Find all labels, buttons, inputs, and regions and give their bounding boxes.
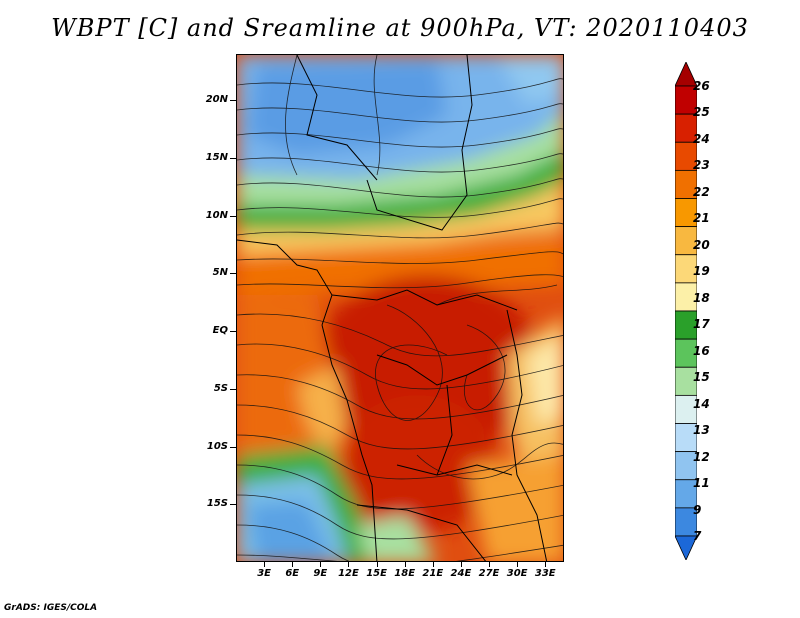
lat-tick-label: EQ xyxy=(212,325,228,337)
chart-title: WBPT [C] and Sreamline at 900hPa, VT: 20… xyxy=(51,14,749,42)
lat-tick xyxy=(230,446,236,448)
lat-tick-label: 5S xyxy=(213,382,228,394)
map-plot-area xyxy=(236,54,564,562)
country-borders xyxy=(237,55,548,561)
lon-tick-label: 9E xyxy=(313,568,328,579)
colorbar-label: 19 xyxy=(693,264,710,279)
lon-tick-label: 12E xyxy=(338,568,359,579)
lat-tick xyxy=(230,331,236,333)
colorbar-label: 26 xyxy=(693,79,710,93)
lat-tick-label: 5N xyxy=(212,267,228,279)
lon-tick xyxy=(320,562,322,567)
lon-tick xyxy=(264,562,266,567)
lon-tick-label: 33E xyxy=(534,568,556,579)
lat-tick-label: 10N xyxy=(205,209,228,221)
lon-tick xyxy=(432,562,434,567)
lat-tick xyxy=(230,215,236,217)
colorbar-segment xyxy=(675,535,697,560)
lat-tick xyxy=(230,388,236,390)
colorbar-label: 17 xyxy=(693,317,710,332)
lat-tick-label: 15S xyxy=(206,498,228,510)
lon-tick-label: 18E xyxy=(394,568,416,579)
colorbar-label: 22 xyxy=(693,184,710,199)
lon-tick xyxy=(292,562,294,567)
lon-tick xyxy=(517,562,519,567)
lat-tick xyxy=(230,157,236,159)
lon-tick xyxy=(348,562,350,567)
colorbar-label: 24 xyxy=(693,131,710,146)
lat-tick xyxy=(230,273,236,275)
colorbar-label: 20 xyxy=(693,237,710,252)
colorbar-label: 7 xyxy=(693,529,702,543)
lon-tick xyxy=(376,562,378,567)
credit-text: GrADS: IGES/COLA xyxy=(4,603,98,613)
lon-tick xyxy=(460,562,462,567)
lon-tick-label: 24E xyxy=(450,568,472,579)
colorbar-label: 11 xyxy=(693,476,710,491)
colorbar xyxy=(675,62,697,560)
lon-tick-label: 15E xyxy=(366,568,387,579)
lon-tick xyxy=(545,562,547,567)
colorbar-label: 16 xyxy=(693,343,710,358)
lon-tick-label: 27E xyxy=(478,568,500,579)
colorbar-label: 25 xyxy=(693,105,710,120)
colorbar-label: 21 xyxy=(693,211,710,226)
lon-tick-label: 6E xyxy=(285,568,300,579)
colorbar-label: 12 xyxy=(693,449,710,464)
lat-tick-label: 20N xyxy=(205,94,228,106)
colorbar-label: 14 xyxy=(693,396,710,411)
lat-tick-label: 15N xyxy=(205,151,228,163)
lon-tick-label: 21E xyxy=(422,568,444,579)
lat-tick xyxy=(230,100,236,102)
map-field xyxy=(237,55,563,561)
lon-tick xyxy=(489,562,491,567)
colorbar-label: 23 xyxy=(693,158,710,173)
streamlines xyxy=(237,55,563,561)
lon-tick-label: 3E xyxy=(257,568,272,579)
lon-tick xyxy=(404,562,406,567)
colorbar-label: 15 xyxy=(693,370,710,385)
wbpt-shading xyxy=(237,55,563,561)
lon-tick-label: 30E xyxy=(506,568,528,579)
colorbar-label: 18 xyxy=(693,290,710,305)
lat-tick-label: 10S xyxy=(206,440,228,452)
lat-tick xyxy=(230,504,236,506)
colorbar-label: 9 xyxy=(693,502,702,517)
colorbar-label: 13 xyxy=(693,423,710,438)
